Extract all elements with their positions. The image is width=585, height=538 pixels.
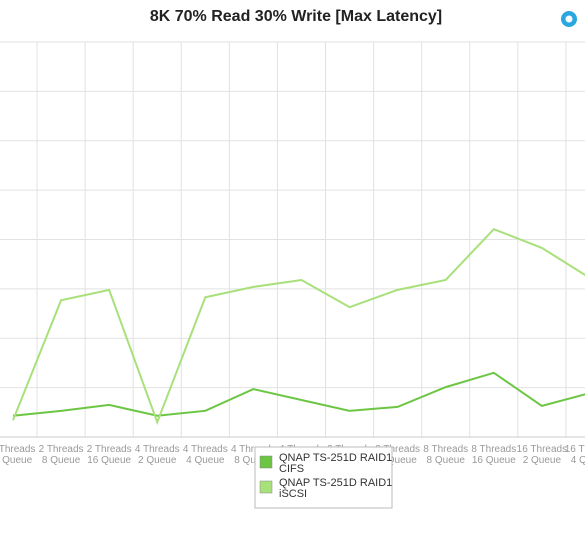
x-tick-label-line: 8 Threads <box>471 444 516 455</box>
x-tick-label-line: 8 Threads <box>375 444 420 455</box>
x-tick-label: 8 Threads 8 Queue <box>423 444 468 466</box>
x-tick-label-line: 16 Threads <box>565 444 585 455</box>
legend-label: QNAP TS-251D RAID1 iSCSI <box>279 477 392 500</box>
x-tick-label: 16 Threads 2 Queue <box>517 444 567 466</box>
x-tick-label: 4 Threads 2 Queue <box>135 444 180 466</box>
x-tick-label-line: 2 Threads <box>87 444 132 455</box>
legend-label-line: QNAP TS-251D RAID1 <box>279 452 392 464</box>
x-tick-label: 8 Threads 4 Queue <box>375 444 420 466</box>
info-icon-dot <box>565 15 573 23</box>
x-tick-label-line: 4 Threads <box>135 444 180 455</box>
x-tick-label-line: 4 Queue <box>0 455 33 466</box>
x-tick-label: 2 Threads 8 Queue <box>39 444 84 466</box>
series-line <box>12 227 585 426</box>
x-tick-label-line: 8 Queue <box>427 455 466 466</box>
x-tick-label-line: 2 Threads <box>39 444 84 455</box>
x-tick-label: 2 Threads 16 Queue <box>87 444 132 466</box>
x-tick-label: 8 Threads 16 Queue <box>471 444 516 466</box>
x-tick-label-line: 8 Queue <box>42 455 81 466</box>
legend-swatch <box>259 480 273 494</box>
chart-title: 8K 70% Read 30% Write [Max Latency] <box>150 8 442 25</box>
x-tick-label-line: 2 Queue <box>138 455 177 466</box>
x-tick-label-line: 4 Threads <box>183 444 228 455</box>
x-tick-label-line: 4 Queue <box>186 455 225 466</box>
x-tick-label-line: 4 Queue <box>571 455 585 466</box>
x-tick-label-line: 2 Threads <box>0 444 35 455</box>
legend-label-line: CIFS <box>279 463 304 475</box>
x-tick-label-line: 16 Queue <box>87 455 131 466</box>
legend-box <box>254 446 393 509</box>
legend-swatch <box>259 455 273 469</box>
x-tick-label-line: 8 Queue <box>234 455 273 466</box>
x-tick-label-line: 2 Queue <box>523 455 562 466</box>
x-tick-label-line: 16 Threads <box>517 444 567 455</box>
x-tick-label: 4 Threads 4 Queue <box>183 444 228 466</box>
x-tick-label-line: 4 Queue <box>378 455 417 466</box>
legend-label-line: iSCSI <box>279 488 307 500</box>
legend-label-line: QNAP TS-251D RAID1 <box>279 477 392 489</box>
x-tick-label-line: 16 Queue <box>472 455 516 466</box>
x-tick-label-line: 8 Threads <box>423 444 468 455</box>
series-line <box>12 371 585 417</box>
x-tick-label-line: 4 Threads <box>231 444 276 455</box>
legend-label: QNAP TS-251D RAID1 CIFS <box>279 452 392 475</box>
x-tick-label: 4 Threads 8 Queue <box>231 444 276 466</box>
